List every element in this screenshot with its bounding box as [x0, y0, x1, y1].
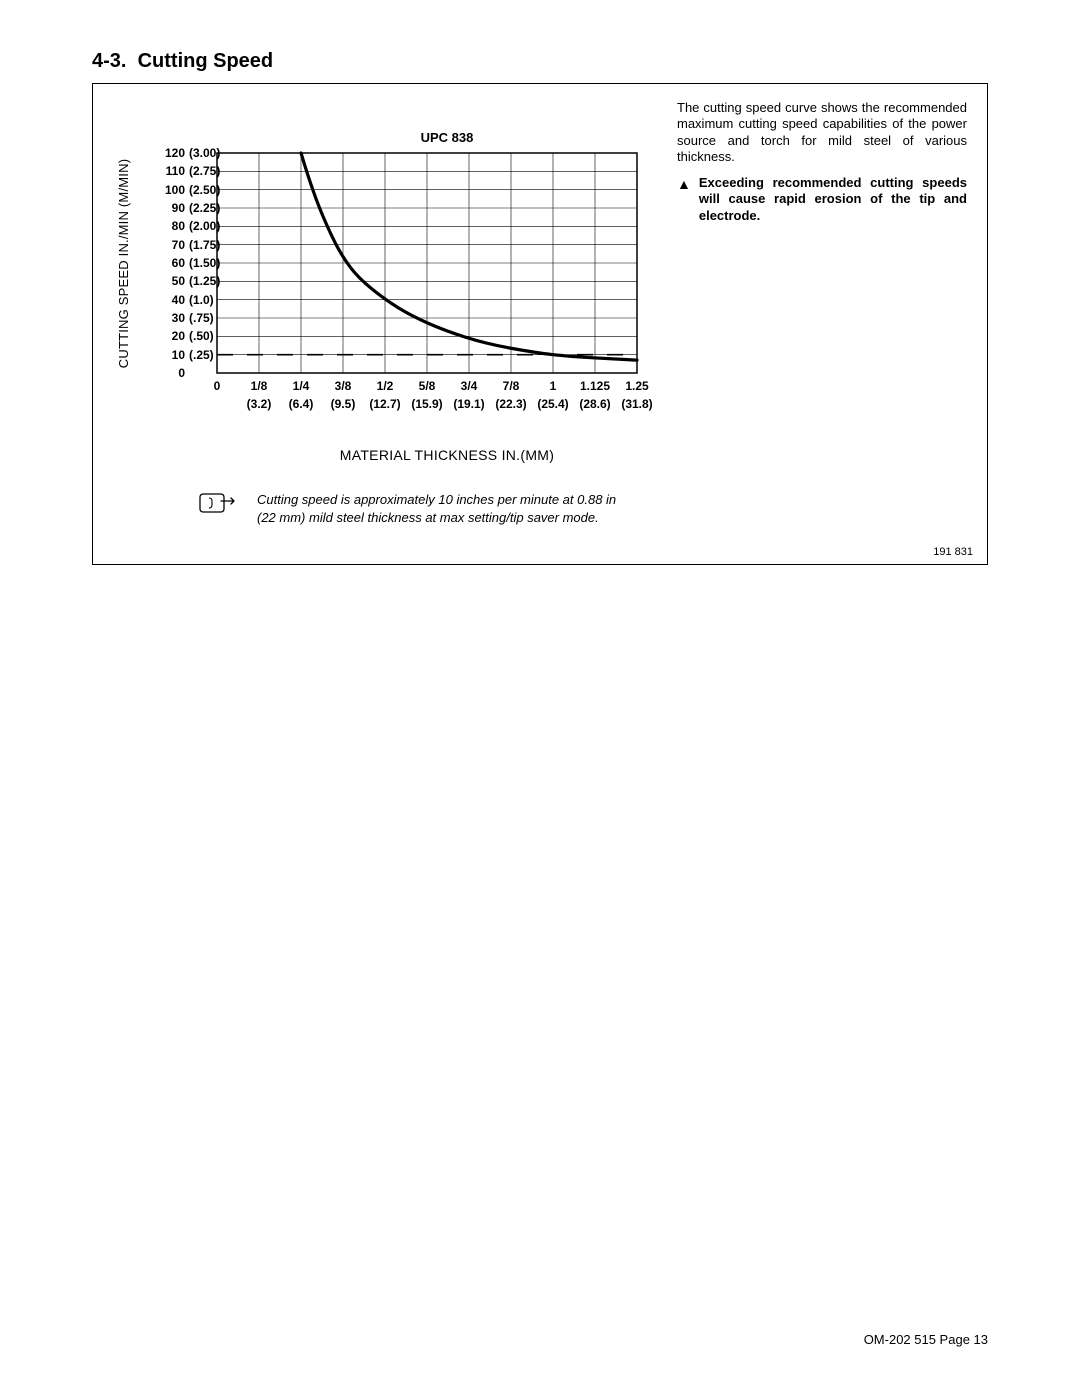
y-tick-label: 70(1.75) [157, 238, 247, 252]
y-axis-label: CUTTING SPEED IN./MIN (M/MIN) [115, 153, 133, 373]
x-tick-label: 1/4 [293, 379, 310, 393]
x-tick-secondary-label: (6.4) [289, 397, 314, 411]
x-tick-label: 1 [550, 379, 557, 393]
x-tick-label: 3/8 [335, 379, 352, 393]
section-container: UPC 838 CUTTING SPEED IN./MIN (M/MIN) 01… [92, 83, 988, 565]
warning-triangle-icon: ▲ [677, 175, 691, 191]
chart-column: UPC 838 CUTTING SPEED IN./MIN (M/MIN) 01… [107, 100, 677, 526]
section-heading: 4-3. Cutting Speed [92, 50, 988, 73]
y-tick-label: 110(2.75) [157, 164, 247, 178]
y-tick-label: 90(2.25) [157, 201, 247, 215]
x-tick-label: 3/4 [461, 379, 478, 393]
note-text: Cutting speed is approximately 10 inches… [257, 491, 616, 526]
content-row: UPC 838 CUTTING SPEED IN./MIN (M/MIN) 01… [107, 100, 973, 526]
y-tick-label: 10(.25) [157, 348, 247, 362]
y-tick-label: 0 [157, 366, 247, 380]
x-tick-secondary-label: (28.6) [579, 397, 610, 411]
section-title-text: Cutting Speed [138, 50, 274, 72]
y-tick-label: 60(1.50) [157, 256, 247, 270]
x-tick-label: 1/8 [251, 379, 268, 393]
x-tick-secondary-label: (15.9) [411, 397, 442, 411]
x-tick-secondary-label: (3.2) [247, 397, 272, 411]
chart-title: UPC 838 [217, 130, 677, 145]
y-tick-label: 30(.75) [157, 311, 247, 325]
section-number: 4-3. [92, 50, 126, 72]
x-tick-secondary-label: (22.3) [495, 397, 526, 411]
warning-row: ▲ Exceeding recommended cutting speeds w… [677, 175, 967, 224]
y-tick-label: 50(1.25) [157, 274, 247, 288]
x-tick-secondary-label: (31.8) [621, 397, 652, 411]
pointing-hand-icon [199, 491, 243, 520]
x-tick-label: 7/8 [503, 379, 520, 393]
reference-number: 191 831 [933, 546, 973, 558]
x-tick-secondary-label: (25.4) [537, 397, 568, 411]
x-tick-label: 1.25 [625, 379, 648, 393]
x-tick-label: 1.125 [580, 379, 610, 393]
y-tick-label: 20(.50) [157, 329, 247, 343]
x-tick-label: 0 [214, 379, 221, 393]
text-column: The cutting speed curve shows the recomm… [677, 100, 967, 526]
x-tick-secondary-label: (19.1) [453, 397, 484, 411]
description-text: The cutting speed curve shows the recomm… [677, 100, 967, 165]
y-tick-label: 80(2.00) [157, 219, 247, 233]
page-footer: OM-202 515 Page 13 [864, 1332, 988, 1347]
x-tick-label: 5/8 [419, 379, 436, 393]
chart-area: CUTTING SPEED IN./MIN (M/MIN) 0 10(.25) 20… [107, 153, 677, 403]
y-tick-label: 120(3.00) [157, 146, 247, 160]
note-row: Cutting speed is approximately 10 inches… [199, 491, 677, 526]
chart-grid [217, 153, 637, 373]
warning-text: Exceeding recommended cutting speeds wil… [699, 175, 967, 224]
y-tick-label: 40(1.0) [157, 293, 247, 307]
x-tick-label: 1/2 [377, 379, 394, 393]
x-axis-label: MATERIAL THICKNESS IN.(MM) [217, 447, 677, 463]
y-tick-label: 100(2.50) [157, 183, 247, 197]
x-tick-secondary-label: (12.7) [369, 397, 400, 411]
x-tick-secondary-label: (9.5) [331, 397, 356, 411]
